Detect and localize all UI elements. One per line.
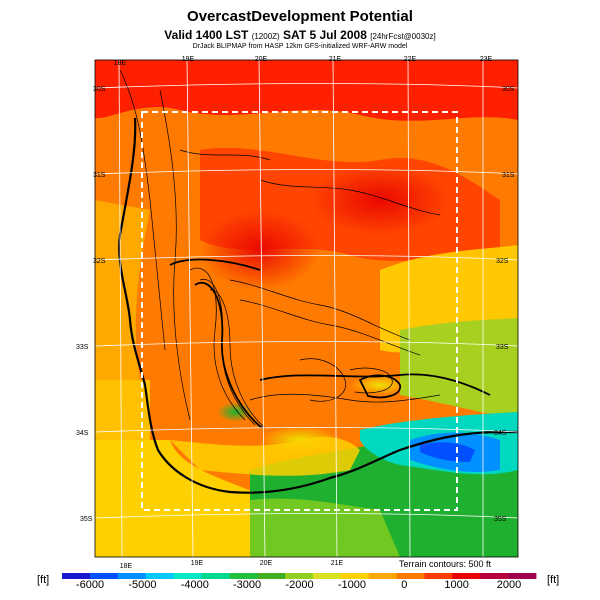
utc-time: (1200Z) [251,32,280,41]
colorbar-tick-label: -2000 [285,579,314,591]
lat-label-right: 33S [496,344,509,351]
lat-label-right: 32S [496,258,509,265]
blue-core [420,442,475,462]
lat-label-left: 31S [93,172,106,179]
lon-label-bottom: 20E [260,560,273,567]
lon-label-top: 20E [255,56,268,63]
graticule [95,60,518,557]
colorbar-tick-label: -4000 [180,579,209,591]
lon-label-top: 21E [329,56,342,63]
colorbar-tick-label: -3000 [233,579,262,591]
colorbar-unit-left: [ft] [37,574,50,586]
yellow-zone-southwest [95,440,260,557]
lat-label-left: 33S [76,344,89,351]
lon-label-top: 23E [480,56,493,63]
lon-label-top: 18E [114,60,127,67]
colorbar-cell [89,573,119,579]
coastline [118,117,518,494]
colorbar-cell [340,573,370,579]
orange-zone-west [95,200,150,380]
colorbar-cell [173,573,202,579]
map-title: OvercastDevelopment Potential [187,8,413,25]
lat-label-right: 35S [494,516,507,523]
valid-time: Valid 1400 LST [164,28,249,42]
yellow-zone-south-coast [170,436,360,476]
colorbar-tick-label: -5000 [128,579,157,591]
lon-label-bottom: 19E [191,560,204,567]
lat-label-left: 35S [80,516,93,523]
lon-label-bottom: 21E [331,560,344,567]
lon-label-top: 19E [182,56,195,63]
lat-label-right: 30S [502,86,515,93]
red-patch [310,165,450,235]
lon-label-bottom: 18E [120,563,133,570]
terrain-contour-note: Terrain contours: 500 ft [399,559,492,569]
red-zone-north [95,60,518,121]
colorbar-cell [424,573,453,579]
lat-label-right: 34S [494,430,507,437]
lat-label-left: 30S [93,86,106,93]
terrain-contours-bold [169,258,491,429]
colorbar-cell [508,573,537,579]
colorbar-cell [62,573,91,579]
model-credit: DrJack BLIPMAP from HASP 12km GFS-initia… [192,43,408,50]
lat-label-left: 34S [76,430,89,437]
forecast-info: [24hrFcst@0030z] [370,32,436,41]
colorbar-cell [452,573,481,579]
map-field [95,60,518,557]
blipmap-boundary [141,111,458,511]
lat-label-right: 31S [502,172,515,179]
orange-zone-southwest [95,380,150,450]
colorbar [62,573,537,579]
red-patch [200,210,320,290]
map-frame [94,59,519,558]
yellow-patch [350,375,410,395]
colorbar-cell [257,573,286,579]
colorbar-cell [229,573,258,579]
colorbar-cell [396,573,425,579]
lat-label-left: 32S [93,258,106,265]
colorbar-cell [312,573,342,579]
colorbar-cell [201,573,230,579]
colorbar-tick-label: 1000 [444,579,469,591]
colorbar-tick-label: 0 [401,579,408,591]
green-patch [217,402,253,422]
colorbar-cell [145,573,174,579]
colorbar-cell [368,573,397,579]
colorbar-cell [285,573,314,579]
colorbar-cell [480,573,509,579]
colorbar-unit-right: [ft] [547,574,560,586]
colorbar-tick-label: 2000 [496,579,522,591]
colorbar-cell [117,573,147,579]
terrain-contours [119,69,441,429]
valid-date: SAT 5 Jul 2008 [283,28,367,42]
colorbar-tick-label: -1000 [337,579,366,591]
colorbar-tick-label: -6000 [75,579,105,591]
lon-label-top: 22E [404,56,417,63]
valid-time-line: Valid 1400 LST (1200Z) SAT 5 Jul 2008 [2… [0,28,600,42]
